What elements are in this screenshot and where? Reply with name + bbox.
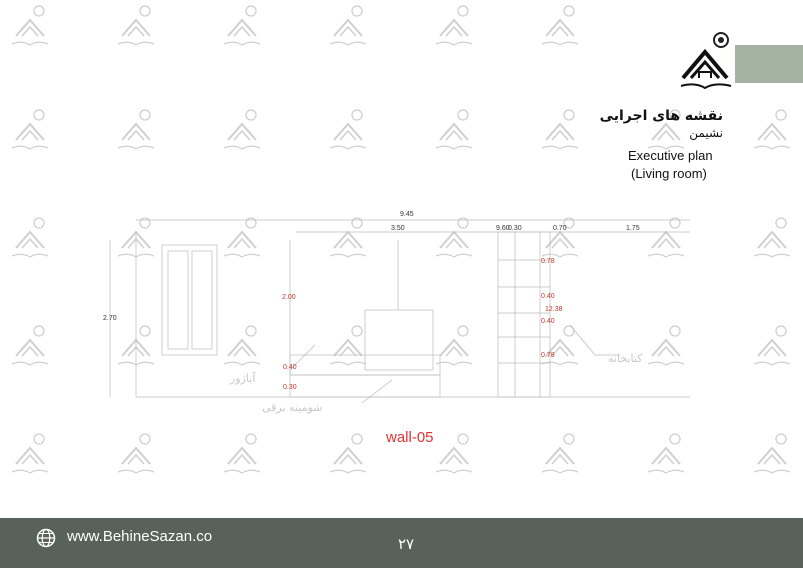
dim-shelf-040-a: 0.40 bbox=[541, 293, 555, 300]
globe-icon bbox=[36, 528, 56, 548]
watermark-logo bbox=[753, 217, 791, 258]
drawing-label: wall-05 bbox=[386, 429, 434, 446]
dim-height-window: 2.00 bbox=[282, 294, 296, 301]
watermark-logo bbox=[435, 325, 473, 366]
website-link[interactable]: www.BehineSazan.co bbox=[67, 528, 213, 545]
dim-shelf-078-top: 0.78 bbox=[541, 258, 555, 265]
dim-shelf-078-bottom: 0.78 bbox=[541, 352, 555, 359]
watermark-logo bbox=[541, 5, 579, 46]
page-number: ۲۷ bbox=[398, 535, 415, 553]
dim-h-030: 0.30 bbox=[283, 384, 297, 391]
watermark-logo bbox=[647, 109, 685, 150]
watermark-logo bbox=[329, 325, 367, 366]
page-subtitle-fa: نشیمن bbox=[689, 126, 723, 140]
watermark-logo bbox=[11, 217, 49, 258]
watermark-logo bbox=[753, 109, 791, 150]
watermark-logo bbox=[223, 433, 261, 474]
watermark-logo bbox=[11, 433, 49, 474]
watermark-logo bbox=[11, 5, 49, 46]
footer-bar bbox=[0, 518, 803, 568]
watermark-logo bbox=[223, 217, 261, 258]
watermark-logo bbox=[435, 109, 473, 150]
watermark-logo bbox=[329, 109, 367, 150]
watermark-logo bbox=[647, 325, 685, 366]
watermark-logo bbox=[117, 5, 155, 46]
wall-elevation-drawing bbox=[109, 219, 690, 404]
dim-total-width: 9.45 bbox=[400, 211, 414, 218]
dim-seg-3: 0.70 bbox=[553, 225, 567, 232]
watermark-logo bbox=[11, 325, 49, 366]
watermark-logo bbox=[435, 433, 473, 474]
brand-logo bbox=[680, 32, 732, 90]
watermark-logo bbox=[435, 5, 473, 46]
dim-shelf-040-b: 0.40 bbox=[541, 318, 555, 325]
dim-shelf-1238: 12.38 bbox=[545, 306, 563, 313]
watermark-logo bbox=[223, 5, 261, 46]
dim-seg-2b: 0.30 bbox=[508, 225, 522, 232]
watermark-logo bbox=[541, 433, 579, 474]
watermark-logo bbox=[11, 109, 49, 150]
watermark-logo bbox=[541, 325, 579, 366]
page-subtitle-en: (Living room) bbox=[631, 166, 707, 181]
dim-seg-2a: 9.60 bbox=[496, 225, 510, 232]
watermark-logo bbox=[647, 433, 685, 474]
annotation-fireplace: شومینه برقی bbox=[262, 401, 323, 414]
watermark-logo bbox=[753, 433, 791, 474]
watermark-layer bbox=[11, 5, 791, 474]
dim-height-total: 2.70 bbox=[103, 315, 117, 322]
watermark-logo bbox=[541, 109, 579, 150]
dim-seg-4: 1.75 bbox=[626, 225, 640, 232]
page-title-en: Executive plan bbox=[628, 148, 713, 163]
dim-seg-1: 3.50 bbox=[391, 225, 405, 232]
accent-block bbox=[735, 45, 803, 83]
watermark-logo bbox=[117, 433, 155, 474]
watermark-logo bbox=[329, 433, 367, 474]
watermark-logo bbox=[117, 109, 155, 150]
annotation-shelf: کتابخانه bbox=[608, 352, 643, 365]
page-title-fa: نقشه های اجرایی bbox=[599, 108, 723, 124]
watermark-logo bbox=[753, 325, 791, 366]
watermark-logo bbox=[223, 325, 261, 366]
dim-h-040-left: 0.40 bbox=[283, 364, 297, 371]
watermark-logo bbox=[223, 109, 261, 150]
annotation-lamp: آباژور bbox=[230, 372, 256, 385]
watermark-logo bbox=[329, 5, 367, 46]
